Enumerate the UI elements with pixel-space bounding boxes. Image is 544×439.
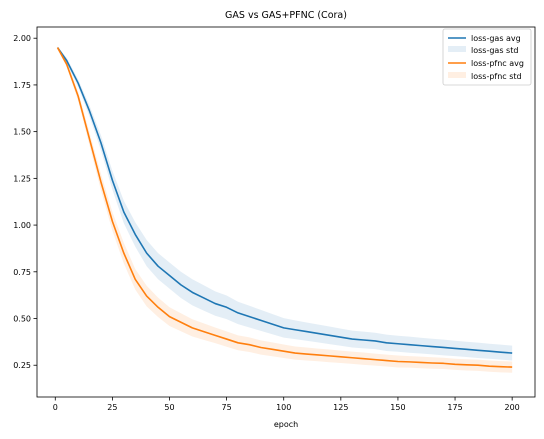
legend-frame <box>442 28 532 86</box>
y-tick-label: 1.75 <box>13 81 31 90</box>
y-tick-label: 1.50 <box>13 128 31 137</box>
y-axis-ticks: 0.25 0.50 0.75 1.00 1.25 1.50 1.75 2.00 <box>13 34 37 370</box>
series-lines <box>56 47 513 368</box>
series-line-1 <box>56 47 513 368</box>
legend: loss-gas avg loss-gas std loss-pfnc avg … <box>442 28 532 86</box>
y-tick-label: 2.00 <box>13 34 31 43</box>
legend-swatch-gas-std <box>448 46 466 52</box>
x-tick-label: 25 <box>107 403 117 412</box>
x-axis-ticks: 0 25 50 75 100 125 150 175 200 <box>53 397 520 412</box>
series-line-0 <box>56 47 513 354</box>
std-bands <box>57 46 513 373</box>
std-band-0 <box>57 46 513 361</box>
x-tick-label: 75 <box>222 403 232 412</box>
y-tick-label: 1.00 <box>13 221 31 230</box>
x-tick-label: 50 <box>164 403 174 412</box>
legend-label-pfnc-std: loss-pfnc std <box>471 72 522 81</box>
legend-swatch-pfnc-std <box>448 72 466 78</box>
x-tick-label: 200 <box>505 403 520 412</box>
x-tick-label: 175 <box>447 403 462 412</box>
x-tick-label: 150 <box>390 403 405 412</box>
y-tick-label: 0.75 <box>13 268 31 277</box>
x-tick-label: 100 <box>276 403 291 412</box>
legend-label-gas-std: loss-gas std <box>471 46 518 55</box>
legend-label-pfnc-avg: loss-pfnc avg <box>471 59 524 68</box>
y-tick-label: 1.25 <box>13 174 31 183</box>
x-axis-label: epoch <box>274 420 298 429</box>
x-tick-label: 0 <box>53 403 58 412</box>
legend-label-gas-avg: loss-gas avg <box>471 34 521 43</box>
x-tick-label: 125 <box>333 403 348 412</box>
chart-title: GAS vs GAS+PFNC (Cora) <box>225 10 347 21</box>
y-tick-label: 0.25 <box>13 361 31 370</box>
y-tick-label: 0.50 <box>13 315 31 324</box>
plot-frame <box>36 26 536 398</box>
